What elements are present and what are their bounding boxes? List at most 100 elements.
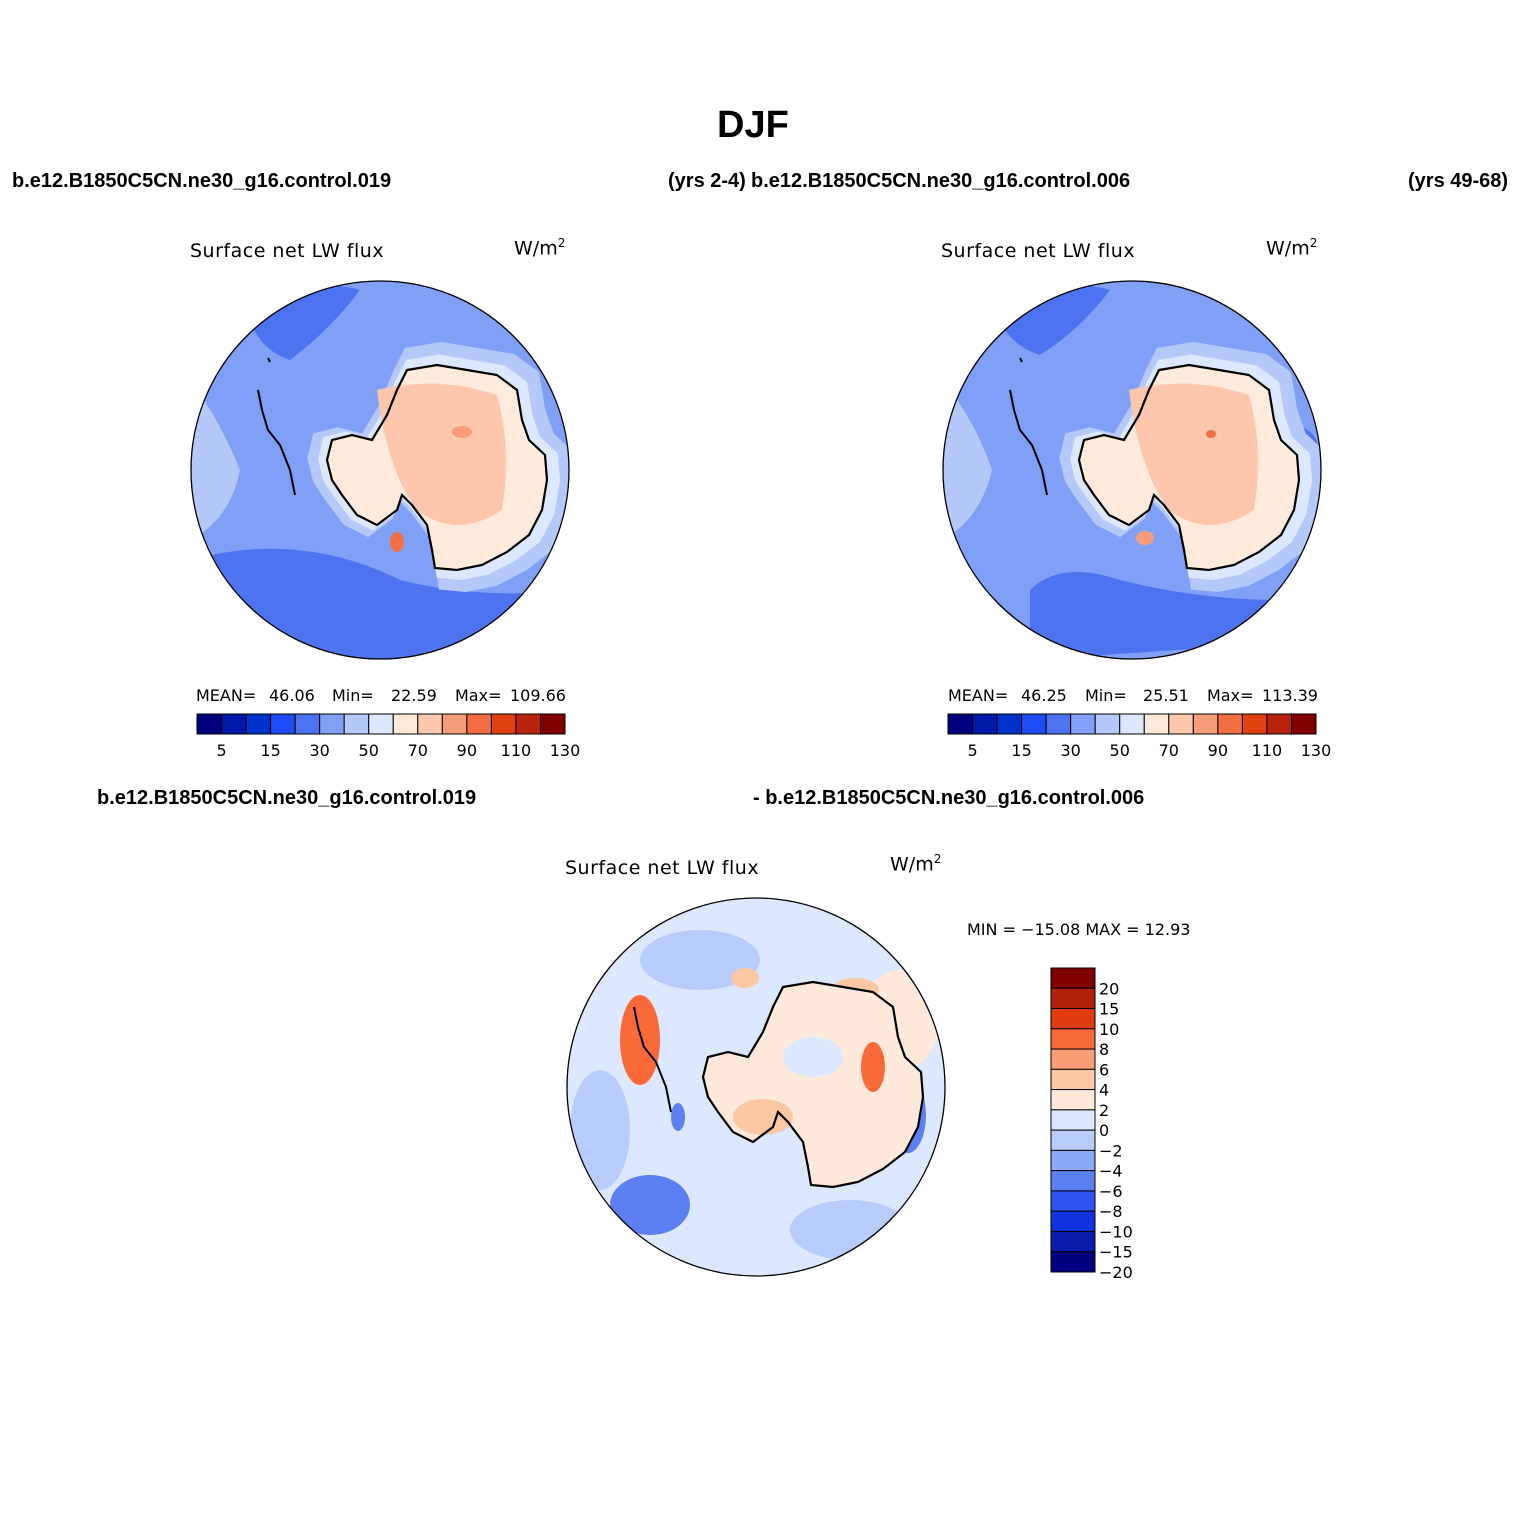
case-label-top-left: b.e12.B1850C5CN.ne30_g16.control.019 bbox=[12, 170, 392, 192]
colorbar-tick-label: 10 bbox=[1099, 1020, 1119, 1039]
colorbar-tick-label: 2 bbox=[1099, 1101, 1109, 1120]
colorbar-swatch bbox=[1050, 967, 1096, 989]
island-coastline bbox=[267, 357, 271, 363]
map-panel-1 bbox=[190, 280, 570, 660]
hot-spot-ross bbox=[1136, 531, 1154, 545]
continent-interior-high bbox=[377, 383, 506, 525]
panel-3-units: W/m2 bbox=[890, 852, 942, 876]
panel-1-min-value: 22.59 bbox=[391, 686, 437, 705]
peninsula-coastline bbox=[633, 1006, 672, 1113]
colorbar-tick-label: 5 bbox=[216, 741, 226, 760]
colorbar-tick-label: −15 bbox=[1099, 1243, 1133, 1262]
panel-2-max-value: 113.39 bbox=[1262, 686, 1318, 705]
colorbar-panel-1: 5 15 30 50 70 90 110 130 bbox=[196, 713, 580, 760]
colorbar-swatch bbox=[392, 713, 419, 735]
colorbar-swatch bbox=[1021, 713, 1047, 735]
case-label-diff-b: - b.e12.B1850C5CN.ne30_g16.control.006 bbox=[753, 787, 1145, 809]
peninsula-coastline bbox=[1009, 389, 1048, 496]
colorbar-swatch bbox=[1050, 1109, 1096, 1131]
colorbar-tick-label: 90 bbox=[1208, 741, 1228, 760]
colorbar-tick-label: 15 bbox=[260, 741, 280, 760]
hot-spot-east bbox=[452, 426, 472, 438]
colorbar-tick-label: 6 bbox=[1099, 1060, 1109, 1079]
ocean-light-west bbox=[191, 380, 240, 540]
panel-2-max-label: Max= bbox=[1207, 686, 1254, 705]
colorbar-swatch bbox=[441, 713, 468, 735]
colorbar-swatch bbox=[515, 713, 541, 735]
hot-spot-ross bbox=[390, 532, 404, 552]
colorbar-swatch bbox=[972, 713, 998, 735]
diff-pos-peninsula bbox=[620, 995, 660, 1085]
panel-1-mean-value: 46.06 bbox=[269, 686, 315, 705]
case-label-diff-a: b.e12.B1850C5CN.ne30_g16.control.019 bbox=[97, 787, 477, 809]
hot-spot-east bbox=[1206, 430, 1216, 438]
colorbar-swatch bbox=[1050, 1210, 1096, 1232]
colorbar-tick-label: −4 bbox=[1099, 1162, 1123, 1181]
colorbar-swatch bbox=[1050, 987, 1096, 1010]
colorbar-swatch bbox=[294, 713, 321, 735]
continent-interior-high bbox=[1129, 383, 1258, 525]
panel-3-minmax: MIN = −15.08 MAX = 12.93 bbox=[967, 920, 1191, 939]
panel-2-min-label: Min= bbox=[1085, 686, 1127, 705]
colorbar-swatch bbox=[466, 713, 492, 735]
panel-2-mean-value: 46.25 bbox=[1021, 686, 1067, 705]
colorbar-swatch bbox=[1050, 1048, 1096, 1070]
colorbar-tick-label: 30 bbox=[309, 741, 329, 760]
colorbar-swatch bbox=[996, 713, 1023, 735]
colorbar-swatch bbox=[1217, 713, 1243, 735]
colorbar-swatch bbox=[1050, 1149, 1096, 1172]
colorbar-swatch bbox=[1168, 713, 1194, 735]
colorbar-swatch bbox=[1119, 713, 1145, 735]
diff-neg-north bbox=[640, 930, 760, 990]
colorbar-swatch bbox=[343, 713, 370, 735]
colorbar-tick-label: 90 bbox=[457, 741, 477, 760]
colorbar-tick-label: 30 bbox=[1060, 741, 1080, 760]
colorbar-tick-label: −20 bbox=[1099, 1263, 1133, 1282]
map-border bbox=[190, 280, 570, 660]
colorbar-swatch bbox=[1050, 1170, 1096, 1192]
colorbar-tick-label: 15 bbox=[1011, 741, 1031, 760]
colorbar-tick-label: 8 bbox=[1099, 1040, 1109, 1059]
map-border bbox=[942, 280, 1322, 660]
map-panel-3 bbox=[566, 897, 946, 1277]
colorbar-tick-label: 110 bbox=[1252, 741, 1283, 760]
colorbar-swatch bbox=[1050, 1068, 1096, 1091]
colorbar-tick-label: 130 bbox=[1301, 741, 1332, 760]
colorbar-swatch bbox=[1050, 1089, 1096, 1111]
colorbar-tick-label: −8 bbox=[1099, 1202, 1123, 1221]
colorbar-tick-label: 4 bbox=[1099, 1081, 1109, 1100]
colorbar-swatch bbox=[1050, 1129, 1096, 1151]
peninsula-coastline bbox=[257, 389, 296, 496]
figure-title: DJF bbox=[717, 104, 789, 146]
panel-2-min-value: 25.51 bbox=[1143, 686, 1189, 705]
island-coastline bbox=[1019, 357, 1023, 363]
diff-pos-coast-east bbox=[861, 1042, 885, 1092]
diff-pos-interior bbox=[733, 1099, 793, 1135]
colorbar-tick-label: 50 bbox=[1110, 741, 1130, 760]
panel-2-title: Surface net LW flux bbox=[941, 240, 1136, 262]
colorbar-tick-label: 0 bbox=[1099, 1121, 1109, 1140]
colorbar-swatch bbox=[1050, 1251, 1096, 1273]
colorbar-swatch bbox=[539, 713, 566, 735]
panel-3-title: Surface net LW flux bbox=[565, 857, 760, 879]
colorbar-swatch bbox=[490, 713, 517, 735]
colorbar-swatch bbox=[1290, 713, 1317, 735]
ocean-light-west bbox=[943, 380, 992, 540]
colorbar-tick-label: 15 bbox=[1099, 1000, 1119, 1019]
colorbar-swatch bbox=[1070, 713, 1096, 735]
colorbar-swatch bbox=[270, 713, 296, 735]
colorbar-tick-label: −2 bbox=[1099, 1141, 1123, 1160]
colorbar-swatch bbox=[1050, 1230, 1096, 1253]
panel-1-min-label: Min= bbox=[332, 686, 374, 705]
colorbar-swatch bbox=[1045, 713, 1072, 735]
case-label-top-right: b.e12.B1850C5CN.ne30_g16.control.006 bbox=[751, 170, 1131, 192]
colorbar-tick-label: −10 bbox=[1099, 1222, 1133, 1241]
diff-neg-coast-west bbox=[671, 1103, 685, 1131]
colorbar-tick-label: −6 bbox=[1099, 1182, 1123, 1201]
colorbar-tick-label: 70 bbox=[408, 741, 428, 760]
diff-neg-west bbox=[570, 1070, 630, 1190]
colorbar-swatch bbox=[245, 713, 272, 735]
colorbar-tick-label: 5 bbox=[967, 741, 977, 760]
